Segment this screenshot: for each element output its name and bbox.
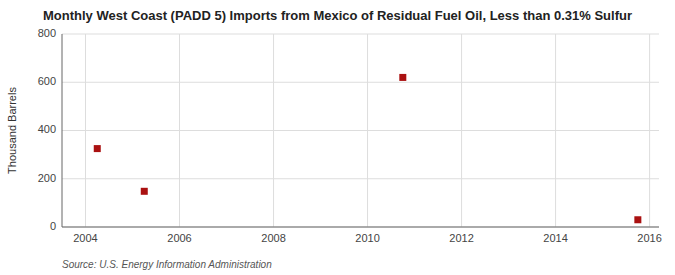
grid-line-x [179, 34, 180, 227]
grid-line-x [273, 34, 274, 227]
y-axis-line [62, 34, 63, 227]
y-tick-label: 0 [50, 220, 56, 232]
grid-line-y [62, 34, 659, 35]
point [634, 216, 641, 223]
grid-line-y [62, 82, 659, 83]
y-tick-label: 400 [38, 123, 56, 135]
grid-line-y [62, 130, 659, 131]
source: Source: U.S. Energy Information Administ… [62, 259, 272, 270]
grid-line-x [85, 34, 86, 227]
x-tick-label: 2016 [637, 232, 661, 244]
points [94, 74, 642, 223]
grid-line-x [367, 34, 368, 227]
grid [62, 34, 659, 227]
point [94, 145, 101, 152]
x-tick-label: 2012 [449, 232, 473, 244]
point [141, 188, 148, 195]
y-tick-label: 600 [38, 75, 56, 87]
grid-line-y [62, 178, 659, 179]
x-tick-label: 2004 [73, 232, 97, 244]
grid-line-x [649, 34, 650, 227]
x-tick-label: 2006 [167, 232, 191, 244]
y-axis-label: Thousand Barrels [6, 87, 18, 174]
chart: 0 200 400 600 800 2004 2006 2008 2010 2012 2014 201… [0, 0, 675, 275]
grid-line-y [62, 227, 659, 228]
x-tick-label: 2010 [355, 232, 379, 244]
point [399, 74, 406, 81]
y-tick-label: 800 [38, 27, 56, 39]
y-tick-label: 200 [38, 172, 56, 184]
grid-line-x [555, 34, 556, 227]
x-tick-label: 2014 [543, 232, 567, 244]
grid-line-x [461, 34, 462, 227]
x-axis-line [62, 227, 659, 228]
x-tick-label: 2008 [261, 232, 285, 244]
title: Monthly West Coast (PADD 5) Imports from… [43, 8, 632, 23]
